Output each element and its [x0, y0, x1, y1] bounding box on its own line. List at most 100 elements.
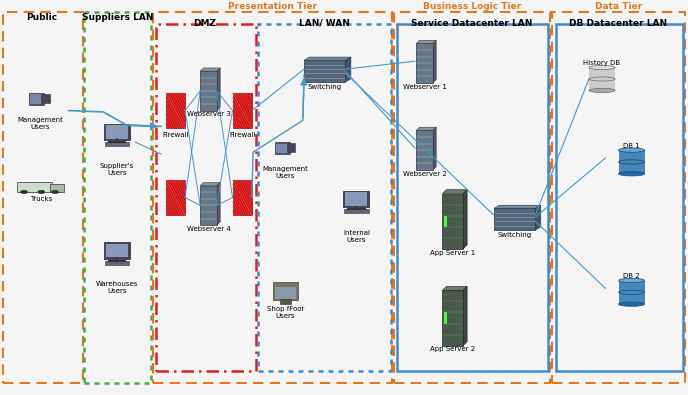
Text: Switching: Switching [497, 232, 532, 238]
Bar [589, 68, 615, 90]
Text: Webserver 3: Webserver 3 [186, 111, 230, 117]
Text: Presentation Tier: Presentation Tier [228, 2, 317, 11]
Bar [344, 209, 369, 213]
Polygon shape [463, 190, 467, 249]
Text: Firewall: Firewall [162, 132, 189, 138]
Text: Trucks: Trucks [30, 196, 52, 201]
Polygon shape [442, 190, 467, 194]
Polygon shape [416, 40, 436, 43]
Bar [29, 93, 44, 105]
Text: App Server 2: App Server 2 [430, 346, 475, 352]
Text: Switching: Switching [308, 84, 342, 90]
Polygon shape [535, 205, 541, 230]
Text: DB 1: DB 1 [623, 143, 640, 149]
Ellipse shape [619, 278, 645, 282]
Text: Webserver 2: Webserver 2 [402, 171, 447, 177]
Bar [3, 12, 83, 383]
Bar [394, 12, 550, 383]
Polygon shape [345, 57, 351, 82]
Ellipse shape [619, 290, 645, 294]
Ellipse shape [619, 148, 645, 152]
Bar [442, 290, 463, 346]
Ellipse shape [52, 190, 58, 194]
Bar [41, 94, 50, 103]
Polygon shape [433, 40, 436, 83]
Polygon shape [463, 286, 467, 346]
Text: App Server 1: App Server 1 [430, 250, 475, 256]
Bar [30, 94, 43, 104]
Polygon shape [442, 286, 467, 290]
Bar [104, 124, 130, 140]
Ellipse shape [619, 172, 645, 176]
Polygon shape [433, 127, 436, 170]
Bar [166, 93, 185, 128]
Text: Webserver 4: Webserver 4 [186, 226, 230, 232]
Ellipse shape [589, 88, 615, 92]
Bar [276, 144, 288, 153]
Bar [106, 125, 128, 139]
Bar [345, 192, 367, 206]
Ellipse shape [589, 66, 615, 70]
Polygon shape [200, 182, 220, 186]
Bar [552, 12, 685, 383]
Text: History DB: History DB [583, 60, 621, 66]
Bar [156, 24, 256, 371]
Bar [17, 182, 52, 192]
Ellipse shape [619, 160, 645, 164]
Bar [106, 244, 128, 257]
Text: Supplier's
Users: Supplier's Users [100, 163, 134, 176]
Text: Shop fFoor
Users: Shop fFoor Users [267, 306, 304, 319]
Bar [105, 261, 129, 265]
Bar [444, 312, 447, 324]
Text: Webserver 1: Webserver 1 [402, 84, 447, 90]
Bar [442, 194, 463, 249]
Polygon shape [416, 127, 436, 130]
Bar [273, 282, 298, 300]
Bar [200, 71, 217, 111]
Ellipse shape [589, 77, 615, 81]
Bar [287, 143, 295, 152]
Bar [494, 209, 535, 230]
Bar [84, 12, 151, 383]
Bar [304, 60, 345, 82]
Bar [105, 142, 129, 146]
Text: LAN/ WAN: LAN/ WAN [299, 19, 350, 28]
Text: Data Tier: Data Tier [595, 2, 642, 11]
Text: Management
Users: Management Users [17, 117, 63, 130]
Text: Warehouses
Users: Warehouses Users [96, 281, 138, 294]
Text: Internal
Users: Internal Users [343, 230, 370, 243]
Polygon shape [304, 57, 351, 60]
Bar [166, 180, 185, 215]
Text: DB 2: DB 2 [623, 273, 640, 279]
Text: DB Datacenter LAN: DB Datacenter LAN [570, 19, 667, 28]
Bar [275, 142, 290, 154]
Bar [275, 287, 296, 299]
Bar [343, 191, 369, 207]
Polygon shape [217, 182, 220, 225]
Bar [50, 184, 64, 192]
Polygon shape [217, 68, 220, 111]
Text: Management
Users: Management Users [263, 166, 308, 179]
Bar [104, 242, 130, 259]
Text: Business Logic Tier: Business Logic Tier [423, 2, 521, 11]
Bar [444, 216, 447, 227]
Bar [619, 150, 645, 174]
Bar [233, 93, 252, 128]
Text: Service Datacenter LAN: Service Datacenter LAN [411, 19, 533, 28]
Ellipse shape [38, 190, 45, 194]
Bar [416, 43, 433, 83]
Bar [416, 130, 433, 170]
Bar [280, 299, 291, 304]
Ellipse shape [21, 190, 28, 194]
Text: Public: Public [25, 13, 57, 22]
Polygon shape [494, 205, 541, 209]
Bar [258, 24, 391, 371]
Bar [200, 186, 217, 225]
Text: DMZ: DMZ [193, 19, 217, 28]
Text: Suppliers LAN: Suppliers LAN [82, 13, 153, 22]
Ellipse shape [619, 302, 645, 306]
Polygon shape [200, 68, 220, 71]
Bar [397, 24, 548, 371]
Bar [153, 12, 392, 383]
Bar [556, 24, 683, 371]
